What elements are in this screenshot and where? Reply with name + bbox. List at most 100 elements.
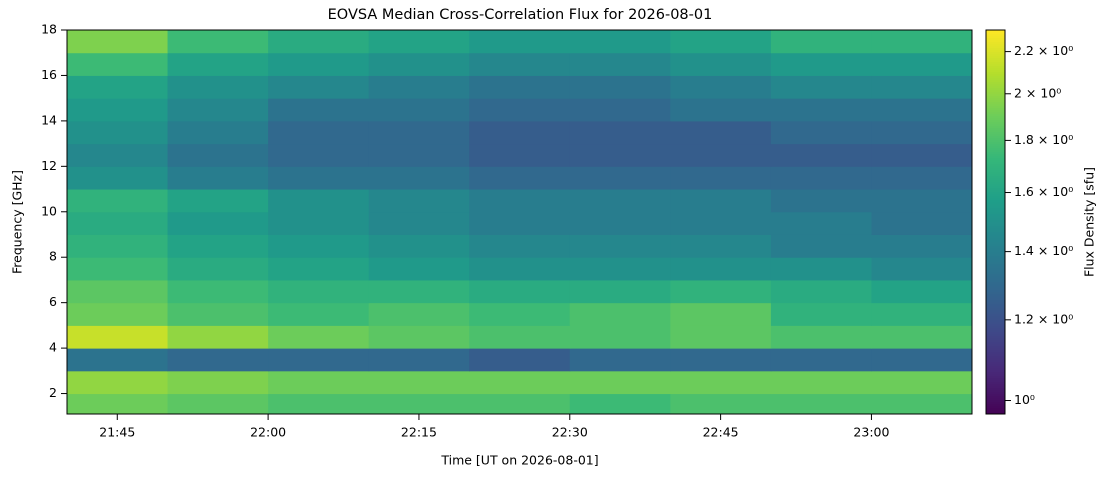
colorbar-swatch <box>986 132 1005 135</box>
heatmap-cell <box>569 370 671 395</box>
heatmap-cell <box>770 348 872 372</box>
colorbar-swatch <box>986 306 1005 309</box>
heatmap-cell <box>167 30 269 54</box>
colorbar-swatch <box>986 378 1005 381</box>
heatmap-cell <box>67 348 169 372</box>
heatmap-cell <box>871 143 973 167</box>
colorbar-swatch <box>986 382 1005 385</box>
colorbar-swatch <box>986 216 1005 219</box>
colorbar-swatch <box>986 144 1005 147</box>
heatmap-cell <box>268 211 370 235</box>
colorbar-swatch <box>986 100 1005 103</box>
colorbar-swatch <box>986 96 1005 99</box>
heatmap-cell <box>871 370 973 395</box>
colorbar-swatch <box>986 350 1005 353</box>
colorbar-swatch <box>986 400 1005 403</box>
heatmap <box>67 30 973 415</box>
colorbar-swatch <box>986 140 1005 143</box>
colorbar-swatch <box>986 344 1005 347</box>
heatmap-cell <box>871 189 973 213</box>
heatmap-cell <box>871 166 973 190</box>
colorbar-swatch <box>986 176 1005 179</box>
heatmap-cell <box>569 143 671 167</box>
colorbar-swatch <box>986 182 1005 185</box>
heatmap-cell <box>871 325 973 349</box>
y-tick-label: 16 <box>41 67 57 82</box>
colorbar-swatch <box>986 320 1005 323</box>
x-tick-label: 22:30 <box>552 425 588 440</box>
colorbar-swatch <box>986 62 1005 65</box>
colorbar-swatch <box>986 406 1005 409</box>
colorbar-swatch <box>986 80 1005 83</box>
colorbar-tick-label: 1.2 × 10⁰ <box>1014 311 1073 326</box>
colorbar-swatch <box>986 312 1005 315</box>
heatmap-cell <box>569 234 671 258</box>
heatmap-cell <box>268 279 370 304</box>
colorbar-swatch <box>986 194 1005 197</box>
heatmap-cell <box>368 166 470 190</box>
colorbar-swatch <box>986 98 1005 101</box>
colorbar-swatch <box>986 326 1005 329</box>
colorbar-swatch <box>986 116 1005 119</box>
colorbar-swatch <box>986 210 1005 213</box>
colorbar-swatch <box>986 108 1005 111</box>
colorbar-tick-label: 2 × 10⁰ <box>1014 85 1061 100</box>
colorbar-swatch <box>986 348 1005 351</box>
heatmap-cell <box>871 279 973 304</box>
colorbar-swatch <box>986 68 1005 71</box>
colorbar-swatch <box>986 118 1005 121</box>
heatmap-cell <box>368 348 470 372</box>
y-tick-label: 10 <box>41 203 57 218</box>
colorbar-swatch <box>986 294 1005 297</box>
colorbar <box>986 30 1005 415</box>
colorbar-swatch <box>986 126 1005 129</box>
colorbar-swatch <box>986 362 1005 365</box>
colorbar-swatch <box>986 106 1005 109</box>
x-tick-label: 23:00 <box>853 425 889 440</box>
colorbar-swatch <box>986 316 1005 319</box>
colorbar-swatch <box>986 240 1005 243</box>
colorbar-swatch <box>986 84 1005 87</box>
heatmap-cell <box>268 143 370 167</box>
heatmap-cell <box>67 52 169 76</box>
heatmap-cell <box>670 302 772 326</box>
colorbar-tick-label: 1.4 × 10⁰ <box>1014 243 1073 258</box>
colorbar-swatch <box>986 208 1005 211</box>
colorbar-swatch <box>986 330 1005 333</box>
colorbar-swatch <box>986 168 1005 171</box>
colorbar-swatch <box>986 318 1005 321</box>
colorbar-swatch <box>986 156 1005 159</box>
heatmap-cell <box>368 302 470 326</box>
colorbar-swatch <box>986 166 1005 169</box>
colorbar-swatch <box>986 366 1005 369</box>
heatmap-cell <box>871 30 973 54</box>
colorbar-swatch <box>986 412 1005 415</box>
y-tick-label: 18 <box>41 22 57 37</box>
colorbar-swatch <box>986 332 1005 335</box>
colorbar-tick-label: 10⁰ <box>1014 392 1035 407</box>
colorbar-swatch <box>986 136 1005 139</box>
colorbar-swatch <box>986 296 1005 299</box>
colorbar-swatch <box>986 46 1005 49</box>
heatmap-cell <box>167 302 269 326</box>
heatmap-cell <box>469 120 571 145</box>
heatmap-cell <box>670 143 772 167</box>
y-tick-label: 12 <box>41 158 57 173</box>
colorbar-swatch <box>986 314 1005 317</box>
colorbar-swatch <box>986 104 1005 107</box>
heatmap-cell <box>569 75 671 99</box>
y-tick-label: 6 <box>49 294 57 309</box>
colorbar-swatch <box>986 214 1005 217</box>
colorbar-swatch <box>986 224 1005 227</box>
colorbar-swatch <box>986 346 1005 349</box>
heatmap-cell <box>670 348 772 372</box>
colorbar-swatch <box>986 324 1005 327</box>
heatmap-cell <box>268 348 370 372</box>
heatmap-cell <box>469 30 571 54</box>
colorbar-swatch <box>986 280 1005 283</box>
colorbar-swatch <box>986 158 1005 161</box>
colorbar-swatch <box>986 188 1005 191</box>
colorbar-swatch <box>986 82 1005 85</box>
colorbar-swatch <box>986 356 1005 359</box>
colorbar-swatch <box>986 266 1005 269</box>
